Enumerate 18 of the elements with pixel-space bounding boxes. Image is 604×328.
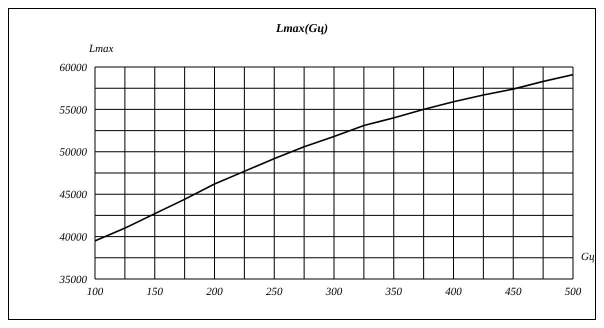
x-tick-label: 200 bbox=[206, 286, 224, 298]
x-tick-label: 150 bbox=[146, 286, 164, 298]
x-tick-label: 250 bbox=[266, 286, 283, 298]
y-tick-label: 45000 bbox=[60, 189, 88, 202]
x-tick-label: 300 bbox=[324, 286, 343, 298]
x-tick-label: 500 bbox=[564, 286, 582, 298]
x-axis-title: Gц bbox=[581, 251, 594, 263]
x-tick-label: 350 bbox=[384, 286, 402, 298]
y-tick-label: 60000 bbox=[60, 62, 88, 74]
y-axis-title: Lmax bbox=[89, 43, 114, 55]
x-tick-label: 400 bbox=[445, 286, 462, 298]
x-tick-label: 100 bbox=[86, 286, 104, 298]
x-tick-label: 450 bbox=[505, 286, 522, 298]
y-tick-label: 55000 bbox=[60, 104, 88, 116]
y-tick-label: 50000 bbox=[60, 146, 88, 159]
y-tick-label: 40000 bbox=[60, 232, 88, 244]
chart-title: Lmax(Gц) bbox=[275, 21, 329, 36]
y-tick-label: 35000 bbox=[58, 274, 88, 286]
